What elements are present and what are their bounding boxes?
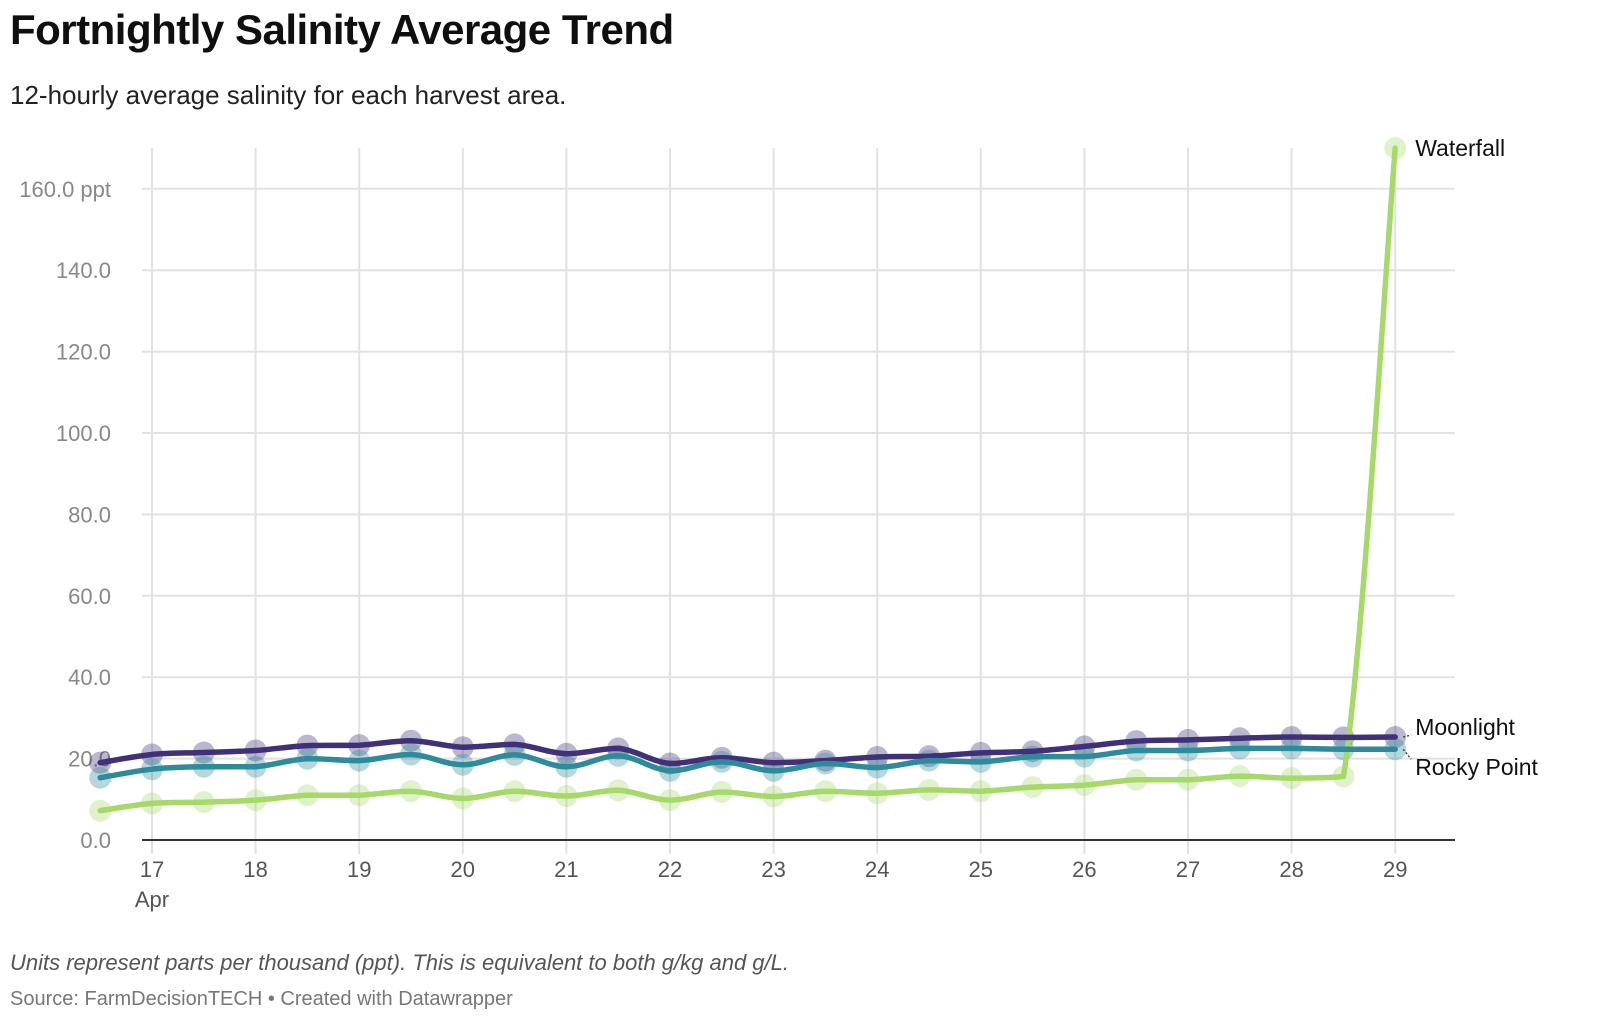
- series-label-layer: Waterfall Moonlight Rocky Point: [1402, 135, 1539, 780]
- moonlight-series-label: Moonlight: [1415, 714, 1515, 740]
- rocky-point-series-label: Rocky Point: [1415, 754, 1538, 780]
- y-tick-label: 40.0: [68, 665, 111, 690]
- x-tick-label: 21: [554, 857, 578, 882]
- y-tick-label: 0.0: [80, 828, 111, 853]
- x-tick-label: 23: [761, 857, 785, 882]
- x-tick-label: 28: [1279, 857, 1303, 882]
- rocky-point-line: [97, 745, 1398, 781]
- chart-subtitle: 12-hourly average salinity for each harv…: [10, 80, 567, 110]
- y-tick-label: 120.0: [56, 340, 111, 365]
- y-tick-label: 60.0: [68, 584, 111, 609]
- x-tick-label: 24: [865, 857, 889, 882]
- chart-title: Fortnightly Salinity Average Trend: [10, 6, 674, 53]
- x-tick-label: 22: [658, 857, 682, 882]
- chart-notes: Units represent parts per thousand (ppt)…: [10, 950, 790, 975]
- chart-source: Source: FarmDecisionTECH • Created with …: [10, 988, 513, 1010]
- x-tick-label: 19: [347, 857, 371, 882]
- x-tick-label: 29: [1383, 857, 1407, 882]
- x-tick-label: 27: [1176, 857, 1200, 882]
- moonlight-line: [97, 734, 1398, 767]
- marker-layer: [89, 137, 1407, 822]
- x-tick-month-label: Apr: [135, 887, 169, 912]
- waterfall-series-label: Waterfall: [1415, 135, 1505, 161]
- x-tick-label: 20: [451, 857, 475, 882]
- y-tick-label: 140.0: [56, 258, 111, 283]
- y-tick-label: 20.0: [68, 747, 111, 772]
- x-tick-label: 25: [969, 857, 993, 882]
- series-line-layer: [97, 145, 1398, 814]
- y-tick-label: 160.0 ppt: [19, 177, 111, 202]
- waterfall-line: [97, 145, 1398, 814]
- y-tick-label: 80.0: [68, 502, 111, 527]
- line-chart: 17 18 19 20 21 22 23 24 25 26 27 28 29 Apr 0.0 20.0 40.0…: [19, 135, 1539, 912]
- y-tick-label: 100.0: [56, 421, 111, 446]
- x-tick-label: 18: [243, 857, 267, 882]
- axis-layer: 17 18 19 20 21 22 23 24 25 26 27 28 29 Apr 0.0 20.0 40.0…: [19, 177, 1455, 912]
- x-tick-label: 17: [140, 857, 164, 882]
- moonlight-label-connector: [1403, 734, 1412, 738]
- grid-layer: [142, 148, 1455, 854]
- x-tick-label: 26: [1072, 857, 1096, 882]
